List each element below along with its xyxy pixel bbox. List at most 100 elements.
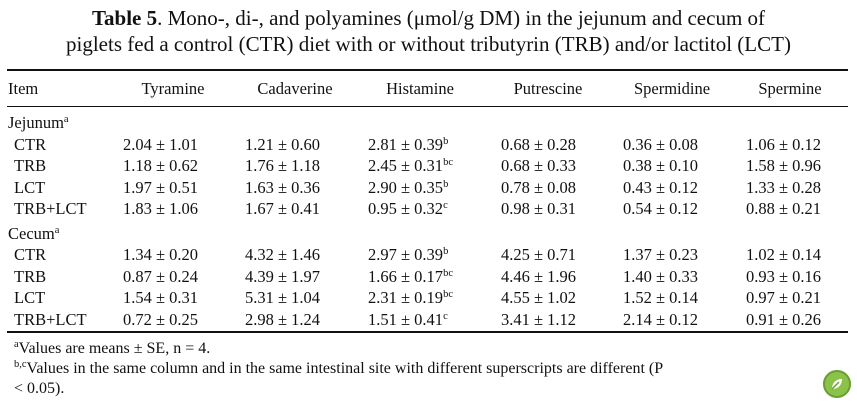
cell-value: 4.25 ± 0.71 (501, 245, 577, 264)
section-title-text: Cecum (8, 223, 55, 243)
cell-value: 1.97 ± 0.51 (123, 177, 199, 197)
table-cell: 4.55 ± 1.02 (501, 287, 576, 308)
table-cell: 1.34 ± 0.20 (123, 244, 198, 265)
leaf-glyph (831, 379, 842, 390)
cell-value: 2.97 ± 0.39 (368, 245, 444, 264)
caption-line-2: piglets fed a control (CTR) diet with or… (66, 32, 791, 56)
table-cell: 1.58 ± 0.96 (746, 155, 821, 176)
cell-value: 1.51 ± 0.41 (368, 309, 444, 329)
header-row: Item Tyramine Cadaverine Histamine Putre… (0, 78, 857, 99)
header-tyramine: Tyramine (141, 79, 205, 98)
cell-value: 0.72 ± 0.25 (123, 309, 199, 329)
cell-value: 3.41 ± 1.12 (501, 309, 577, 329)
table-cell: 4.46 ± 1.96 (501, 266, 576, 287)
cell-value: 0.93 ± 0.16 (746, 266, 822, 286)
table-cell: 2.31 ± 0.19bc (368, 287, 453, 308)
cell-value: 2.90 ± 0.35 (368, 177, 444, 197)
cell-value: 4.46 ± 1.96 (501, 266, 577, 286)
table-cell: 0.91 ± 0.26 (746, 309, 821, 330)
table-cell: 4.32 ± 1.46 (245, 244, 320, 265)
cell-value: 0.97 ± 0.21 (746, 288, 822, 307)
table-cell: 0.43 ± 0.12 (623, 177, 698, 198)
section-title-sup: a (63, 114, 69, 125)
cell-value: 0.68 ± 0.28 (501, 134, 577, 154)
footnote-a: aValues are means ± SE, n = 4. (14, 339, 210, 358)
row-item: TRB (14, 266, 47, 286)
table-cell: 0.78 ± 0.08 (501, 177, 576, 198)
table-cell: 0.93 ± 0.16 (746, 266, 821, 287)
table-row: LCT 1.97 ± 0.51 1.63 ± 0.36 2.90 ± 0.35b 0.7… (0, 177, 857, 198)
table-cell: 1.83 ± 1.06 (123, 198, 198, 219)
footnote-bc-sup: b,c (14, 359, 27, 370)
table-cell: 0.68 ± 0.28 (501, 134, 576, 155)
caption-line-1: Table 5. Mono-, di-, and polyamines (μmo… (0, 5, 857, 31)
cell-value: 1.76 ± 1.18 (245, 156, 321, 175)
cell-value: 0.95 ± 0.32 (368, 199, 444, 218)
leaf-icon[interactable] (823, 370, 851, 398)
table-cell: 1.33 ± 0.28 (746, 177, 821, 198)
cell-value: 2.31 ± 0.19 (368, 288, 444, 307)
cell-value: 2.04 ± 1.01 (123, 134, 199, 154)
table-cell: 4.25 ± 0.71 (501, 244, 576, 265)
row-item: CTR (14, 134, 47, 154)
row-item: TRB+LCT (14, 199, 87, 218)
cell-value: 1.54 ± 0.31 (123, 288, 199, 307)
cell-superscript: c (443, 200, 448, 211)
cell-value: 2.98 ± 1.24 (245, 309, 321, 329)
row-item: TRB (14, 156, 47, 175)
cell-value: 2.45 ± 0.31 (368, 156, 444, 175)
table-cell: 1.97 ± 0.51 (123, 177, 198, 198)
cell-value: 2.14 ± 0.12 (623, 309, 699, 329)
cell-value: 0.98 ± 0.31 (501, 199, 577, 218)
header-spermine: Spermine (758, 79, 822, 98)
section-title: Cecuma (8, 223, 59, 244)
table-cell: 0.97 ± 0.21 (746, 287, 821, 308)
table-caption: Table 5. Mono-, di-, and polyamines (μmo… (0, 5, 857, 57)
cell-superscript: b (443, 178, 449, 190)
table-cell: 2.14 ± 0.12 (623, 309, 698, 330)
row-item: LCT (14, 288, 46, 307)
cell-value: 1.33 ± 0.28 (746, 177, 822, 197)
section-header-0: Jejunuma (0, 112, 857, 133)
header-putrescine: Putrescine (513, 79, 583, 98)
cell-value: 0.88 ± 0.21 (746, 199, 822, 218)
section-header-1: Cecuma (0, 223, 857, 244)
caption-text-1: . Mono-, di-, and polyamines (μmol/g DM)… (157, 6, 766, 30)
table-cell: 0.38 ± 0.10 (623, 155, 698, 176)
cell-value: 1.02 ± 0.14 (746, 245, 822, 264)
table-cell: 1.52 ± 0.14 (623, 287, 698, 308)
table-cell: 1.06 ± 0.12 (746, 134, 821, 155)
cell-value: 1.66 ± 0.17 (368, 266, 444, 286)
footnote-bc-line-2: < 0.05). (14, 380, 65, 397)
cell-value: 4.55 ± 1.02 (501, 288, 577, 307)
cell-value: 5.31 ± 1.04 (245, 288, 321, 307)
cell-value: 4.32 ± 1.46 (245, 245, 321, 264)
table-cell: 0.98 ± 0.31 (501, 198, 576, 219)
table-cell: 2.45 ± 0.31bc (368, 155, 453, 176)
header-rule (7, 106, 848, 107)
table-row: TRB+LCT 1.83 ± 1.06 1.67 ± 0.41 0.95 ± 0.32… (0, 198, 857, 219)
table-cell: 0.36 ± 0.08 (623, 134, 698, 155)
cell-value: 4.39 ± 1.97 (245, 266, 321, 286)
table-cell: 0.68 ± 0.33 (501, 155, 576, 176)
section-title-sup: a (54, 224, 60, 236)
cell-value: 1.34 ± 0.20 (123, 245, 199, 264)
cell-superscript: b (443, 246, 449, 257)
table-cell: 1.66 ± 0.17bc (368, 266, 453, 287)
cell-value: 1.63 ± 0.36 (245, 177, 321, 197)
table-cell: 2.90 ± 0.35b (368, 177, 448, 198)
cell-value: 0.68 ± 0.33 (501, 156, 577, 175)
table-cell: 1.21 ± 0.60 (245, 134, 320, 155)
cell-superscript: c (443, 310, 448, 322)
cell-value: 1.37 ± 0.23 (623, 245, 699, 264)
footnote-a-sup: a (14, 339, 19, 350)
cell-value: 1.83 ± 1.06 (123, 199, 199, 218)
table-cell: 1.76 ± 1.18 (245, 155, 320, 176)
cell-superscript: bc (443, 267, 453, 279)
cell-value: 1.06 ± 0.12 (746, 134, 822, 154)
table-row: TRB+LCT 0.72 ± 0.25 2.98 ± 1.24 1.51 ± 0.41… (0, 309, 857, 330)
table-cell: 1.37 ± 0.23 (623, 244, 698, 265)
header-cadaverine: Cadaverine (257, 79, 333, 98)
row-item: LCT (14, 177, 46, 197)
table-cell: 0.87 ± 0.24 (123, 266, 198, 287)
